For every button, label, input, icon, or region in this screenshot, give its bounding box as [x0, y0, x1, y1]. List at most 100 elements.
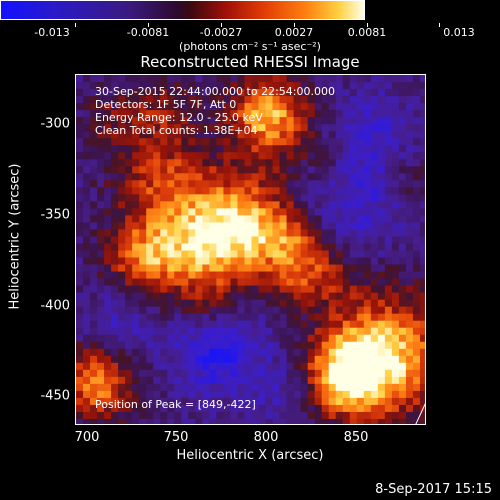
- image-pixel: [153, 299, 161, 307]
- image-pixel: [111, 229, 119, 237]
- image-pixel: [209, 89, 217, 97]
- image-pixel: [160, 369, 168, 378]
- image-pixel: [307, 376, 315, 385]
- image-pixel: [223, 292, 231, 300]
- image-pixel: [321, 124, 330, 132]
- image-pixel: [335, 215, 344, 223]
- image-pixel: [244, 285, 252, 293]
- image-pixel: [167, 404, 175, 413]
- image-pixel: [335, 159, 344, 167]
- image-pixel: [251, 341, 259, 350]
- image-pixel: [398, 397, 407, 406]
- image-pixel: [76, 180, 84, 188]
- image-pixel: [314, 264, 322, 272]
- image-pixel: [83, 243, 91, 251]
- image-pixel: [398, 110, 407, 118]
- image-pixel: [412, 348, 421, 357]
- image-pixel: [160, 411, 168, 420]
- image-pixel: [181, 278, 189, 286]
- image-pixel: [272, 75, 280, 83]
- image-pixel: [237, 243, 245, 251]
- image-pixel: [104, 187, 112, 195]
- image-pixel: [314, 362, 322, 371]
- image-pixel: [293, 285, 301, 293]
- image-pixel: [419, 299, 425, 307]
- image-pixel: [391, 159, 400, 167]
- image-pixel: [202, 96, 210, 104]
- image-pixel: [342, 411, 351, 420]
- image-pixel: [293, 96, 301, 104]
- image-pixel: [111, 208, 119, 216]
- image-pixel: [118, 194, 126, 202]
- image-pixel: [335, 96, 344, 104]
- image-pixel: [160, 166, 168, 174]
- image-pixel: [132, 124, 140, 132]
- image-pixel: [90, 264, 98, 272]
- image-pixel: [265, 159, 273, 167]
- image-pixel: [223, 390, 231, 399]
- image-pixel: [286, 82, 294, 90]
- image-pixel: [160, 229, 168, 237]
- image-pixel: [146, 278, 154, 286]
- image-pixel: [223, 369, 231, 378]
- image-pixel: [209, 82, 217, 90]
- image-pixel: [125, 369, 133, 378]
- image-pixel: [160, 257, 168, 265]
- image-pixel: [132, 166, 140, 174]
- colorbar-tick-label: 0.0027: [274, 26, 314, 39]
- image-pixel: [286, 404, 294, 413]
- image-pixel: [167, 418, 175, 424]
- image-pixel: [314, 96, 322, 104]
- image-pixel: [223, 376, 231, 385]
- image-pixel: [335, 418, 344, 424]
- image-pixel: [328, 152, 337, 160]
- image-pixel: [251, 82, 259, 90]
- image-pixel: [265, 145, 273, 153]
- image-pixel: [167, 313, 175, 321]
- image-pixel: [265, 418, 273, 424]
- image-pixel: [279, 131, 287, 139]
- image-pixel: [391, 313, 400, 321]
- image-pixel: [419, 201, 425, 209]
- image-pixel: [111, 82, 119, 90]
- image-pixel: [412, 159, 421, 167]
- image-pixel: [265, 82, 273, 90]
- image-pixel: [167, 152, 175, 160]
- image-pixel: [349, 145, 358, 153]
- image-pixel: [286, 327, 294, 336]
- image-pixel: [132, 418, 140, 424]
- image-pixel: [293, 271, 301, 279]
- image-pixel: [160, 222, 168, 230]
- image-pixel: [384, 271, 393, 279]
- image-pixel: [356, 159, 365, 167]
- image-pixel: [195, 215, 203, 223]
- image-pixel: [146, 159, 154, 167]
- image-pixel: [321, 383, 330, 392]
- image-pixel: [146, 327, 154, 336]
- image-pixel: [342, 145, 351, 153]
- image-pixel: [286, 250, 294, 258]
- image-pixel: [195, 173, 203, 181]
- image-pixel: [230, 145, 238, 153]
- image-pixel: [377, 341, 386, 350]
- image-pixel: [391, 243, 400, 251]
- image-pixel: [356, 236, 365, 244]
- image-pixel: [160, 271, 168, 279]
- image-pixel: [412, 180, 421, 188]
- image-pixel: [181, 194, 189, 202]
- image-pixel: [195, 404, 203, 413]
- image-pixel: [279, 334, 287, 343]
- image-pixel: [286, 236, 294, 244]
- image-pixel: [160, 355, 168, 364]
- image-pixel: [377, 187, 386, 195]
- image-pixel: [139, 320, 147, 329]
- image-pixel: [83, 201, 91, 209]
- image-pixel: [272, 243, 280, 251]
- image-pixel: [181, 369, 189, 378]
- image-pixel: [139, 124, 147, 132]
- image-pixel: [328, 208, 337, 216]
- image-pixel: [419, 320, 425, 329]
- image-pixel: [251, 264, 259, 272]
- image-pixel: [132, 236, 140, 244]
- image-pixel: [125, 327, 133, 336]
